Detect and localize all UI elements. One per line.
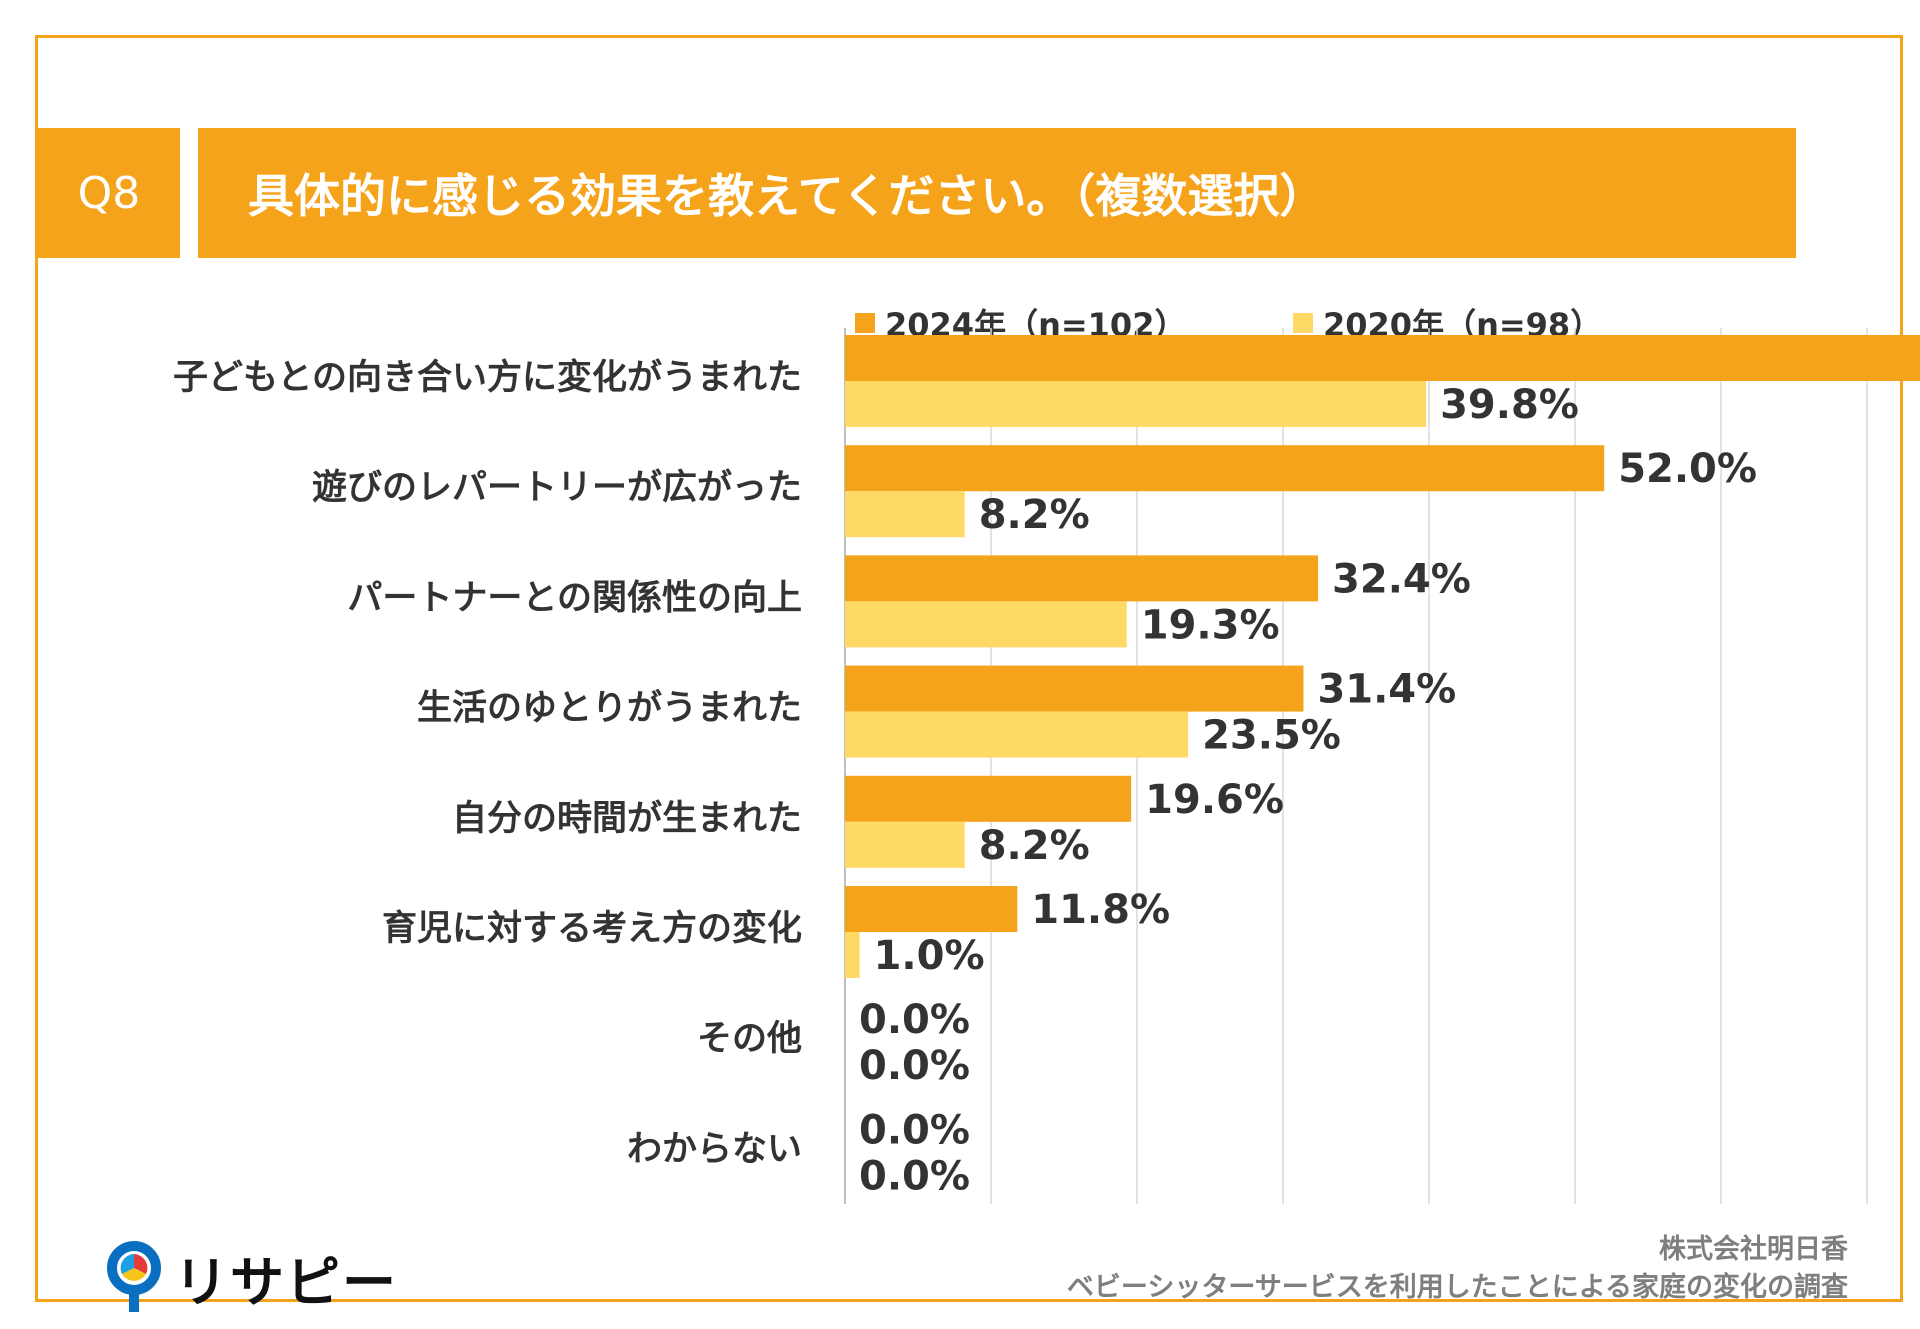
data-label: 1.0% <box>874 933 985 979</box>
category-label: 育児に対する考え方の変化 <box>382 908 802 949</box>
source-note: 株式会社明日香 ベビーシッターサービスを利用したことによる家庭の変化の調査 <box>1067 1231 1848 1307</box>
data-label: 0.0% <box>859 1153 970 1199</box>
data-label: 32.4% <box>1332 556 1471 602</box>
brand-logo: リサピー <box>106 1238 398 1317</box>
category-label: 生活のゆとりがうまれた <box>417 689 802 729</box>
chart-frame: Q8 具体的に感じる効果を教えてください。（複数選択） 2024年（n=102）… <box>35 35 1903 1314</box>
category-label: 遊びのレパートリーが広がった <box>312 468 802 508</box>
bar-2024 <box>845 335 1920 381</box>
question-title: 具体的に感じる効果を教えてください。（複数選択） <box>198 128 1796 258</box>
data-label: 8.2% <box>979 492 1090 538</box>
bar-2020 <box>845 932 860 978</box>
category-label: 子どもとの向き合い方に変化がうまれた <box>173 357 802 398</box>
data-label: 23.5% <box>1202 713 1341 759</box>
bar-2020 <box>845 821 965 868</box>
data-label: 11.8% <box>1031 887 1170 933</box>
logo-text: リサピー <box>174 1251 398 1314</box>
data-label: 39.8% <box>1440 382 1579 428</box>
legend-swatch-2024 <box>855 313 875 333</box>
bar-2024 <box>845 555 1319 602</box>
bar-2020 <box>845 601 1127 648</box>
category-label: その他 <box>697 1019 802 1059</box>
data-label: 19.3% <box>1141 602 1280 648</box>
data-label: 8.2% <box>979 823 1090 869</box>
category-label: パートナーとの関係性の向上 <box>347 578 802 618</box>
legend-swatch-2020 <box>1293 313 1313 333</box>
data-label: 19.6% <box>1145 777 1284 823</box>
pin-logo-icon <box>107 1240 161 1312</box>
survey-name: ベビーシッターサービスを利用したことによる家庭の変化の調査 <box>1066 1272 1848 1303</box>
bar-2024 <box>845 665 1304 712</box>
bar-2024 <box>845 775 1132 822</box>
bar-2024 <box>845 445 1605 492</box>
data-label: 52.0% <box>1618 446 1757 492</box>
data-label: 0.0% <box>859 1107 970 1153</box>
bar-2024 <box>845 886 1018 932</box>
question-number: Q8 <box>38 128 180 258</box>
company-name: 株式会社明日香 <box>1659 1234 1848 1265</box>
bar-2020 <box>845 711 1189 758</box>
data-label: 31.4% <box>1317 667 1456 713</box>
data-label: 0.0% <box>859 1043 970 1089</box>
bar-2020 <box>845 491 965 538</box>
data-label: 0.0% <box>859 997 970 1043</box>
bar-2020 <box>845 381 1427 427</box>
category-label: 自分の時間が生まれた <box>452 799 802 839</box>
category-label: わからない <box>627 1129 802 1169</box>
